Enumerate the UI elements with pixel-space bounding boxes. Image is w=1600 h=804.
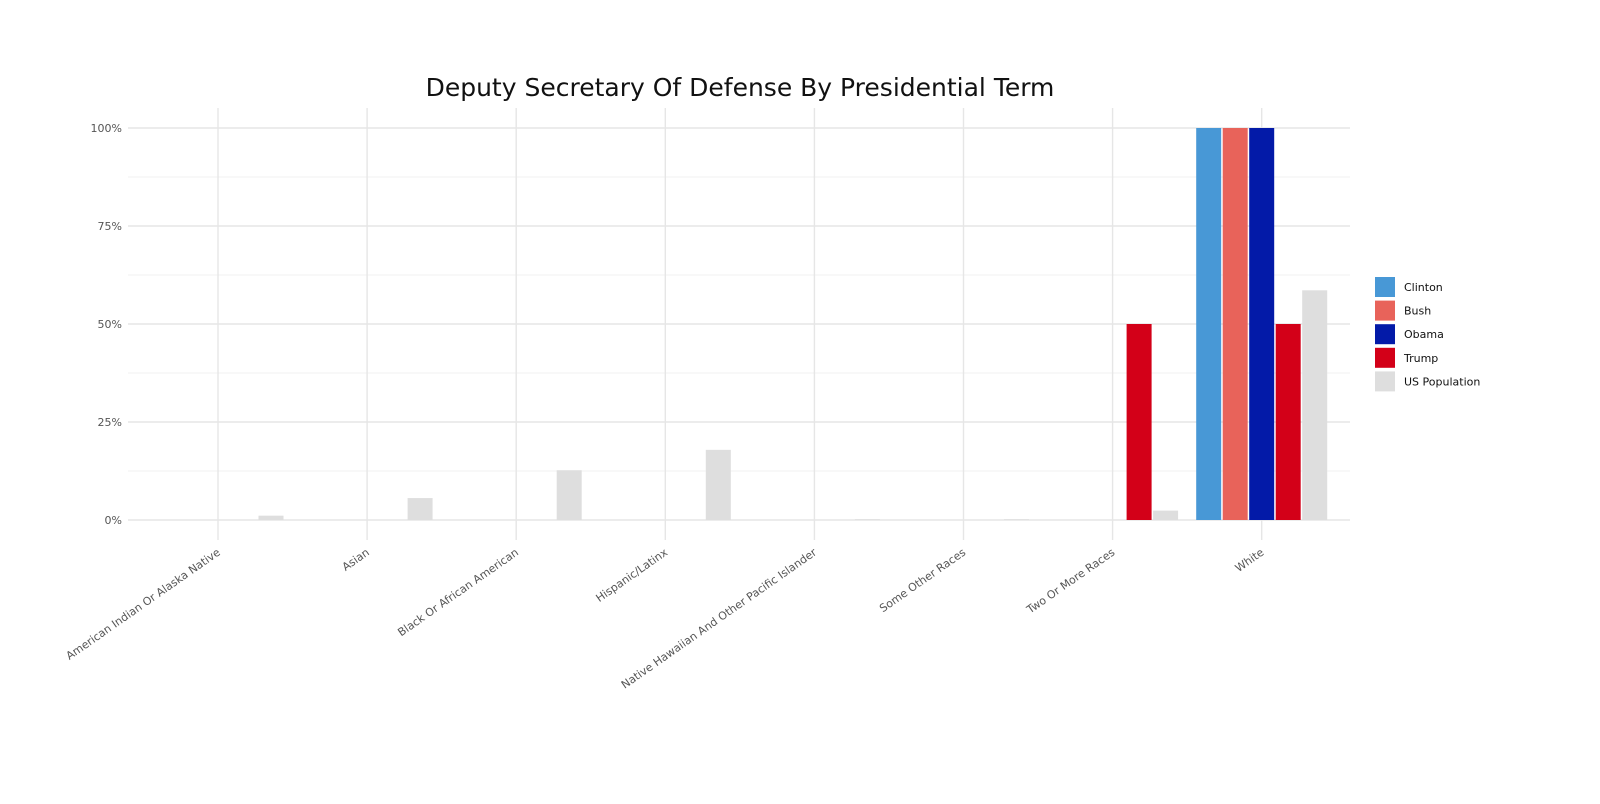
x-axis: American Indian Or Alaska Native Asian Bla… [64,546,1267,692]
x-tick-label: Two Or More Races [1024,546,1118,617]
x-tick-label: American Indian Or Alaska Native [64,546,223,663]
legend-swatch [1375,347,1395,368]
x-tick-label: Black Or African American [395,546,521,639]
bar-clinton [1196,128,1222,520]
bar-bush [1222,128,1248,520]
legend-label: Bush [1404,305,1431,318]
bar-us-population [407,498,433,520]
x-tick-label: White [1233,546,1267,575]
chart-title: Deputy Secretary Of Defense By President… [426,73,1055,102]
legend-label: Clinton [1404,281,1443,294]
bar-us-population [258,515,284,520]
bar-trump [1126,324,1152,520]
bar-us-population [1004,519,1029,520]
y-tick-label: 25% [98,416,122,429]
legend-swatch [1375,324,1395,345]
y-axis: 0% 25% 50% 75% 100% [91,122,122,527]
bar-us-population [705,449,731,520]
legend-swatch [1375,300,1395,321]
legend-label: Trump [1403,352,1438,365]
legend-swatch [1375,371,1395,392]
legend-swatch [1375,277,1395,297]
bar-us-population [1302,290,1328,520]
bars [258,128,1328,520]
legend: Clinton Bush Obama Trump US Population [1375,277,1480,392]
grid [128,108,1350,540]
bar-us-population [854,519,880,520]
y-tick-label: 0% [105,514,122,527]
bar-us-population [556,470,582,520]
legend-label: US Population [1404,375,1480,388]
x-tick-label: Some Other Races [877,546,968,615]
bar-obama [1249,128,1275,520]
y-tick-label: 50% [98,318,122,331]
bar-trump [1275,324,1301,520]
x-tick-label: Asian [340,546,372,574]
y-tick-label: 75% [98,220,122,233]
x-tick-label: Hispanic/Latinx [594,546,671,605]
bar-us-population [1153,510,1179,520]
legend-label: Obama [1404,328,1444,341]
y-tick-label: 100% [91,122,122,135]
